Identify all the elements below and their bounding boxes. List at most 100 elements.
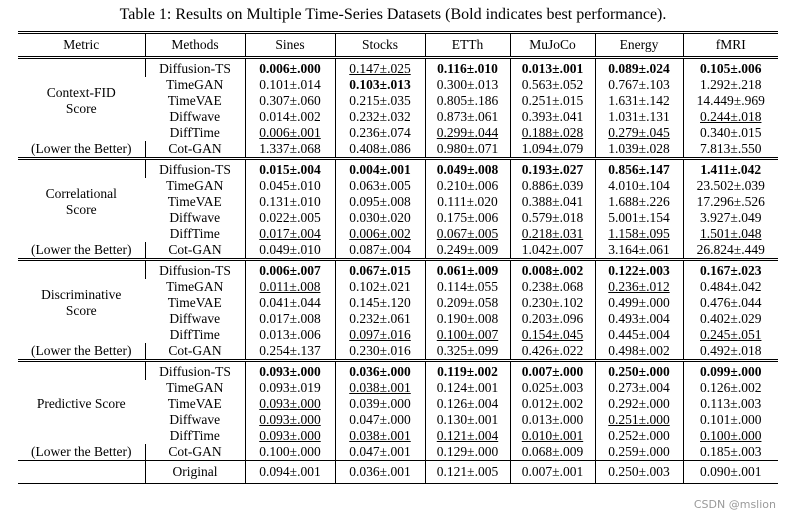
value-text: 0.236±.012 <box>608 279 670 294</box>
value-text: 0.006±.002 <box>349 226 411 241</box>
value-cell: 0.100±.000 <box>682 428 778 444</box>
value-text: 0.039±.000 <box>349 396 411 411</box>
value-cell: 0.856±.147 <box>594 157 683 178</box>
table-row: (Lower the Better) Cot-GAN 1.337±.068 0.408… <box>18 141 778 159</box>
value-text: 0.251±.000 <box>608 412 670 427</box>
value-cell: 0.126±.004 <box>424 396 510 412</box>
table-row: DiffTime 0.093±.000 0.038±.001 0.121±.004 0.… <box>18 428 778 444</box>
value-text: 3.927±.049 <box>700 210 762 225</box>
value-text: 1.501±.048 <box>700 226 762 241</box>
value-text: 0.113±.003 <box>700 396 762 411</box>
value-cell: 0.388±.041 <box>509 194 595 210</box>
value-cell: 1.501±.048 <box>682 226 778 242</box>
value-cell: 1.158±.095 <box>594 226 683 242</box>
value-cell: 0.408±.086 <box>334 141 425 159</box>
value-cell: 4.010±.104 <box>594 178 683 194</box>
value-text: 0.049±.010 <box>259 242 321 257</box>
value-cell: 0.215±.035 <box>334 93 425 109</box>
value-cell: 0.010±.001 <box>509 428 595 444</box>
value-cell: 0.047±.001 <box>334 444 425 461</box>
value-cell: 0.100±.007 <box>424 327 510 343</box>
table-row: Correlational Score Diffusion-TS 0.015±.00… <box>18 157 778 242</box>
method-cell: TimeGAN <box>166 380 224 395</box>
value-text: 0.805±.186 <box>436 93 499 108</box>
method-cell: TimeGAN <box>166 279 224 294</box>
value-text: 0.147±.025 <box>349 61 411 76</box>
value-text: 0.476±.044 <box>700 295 762 310</box>
value-text: 0.007±.001 <box>521 464 584 479</box>
value-cell: 0.093±.000 <box>244 428 335 444</box>
method-cell: DiffTime <box>169 327 220 342</box>
value-text: 0.013±.001 <box>521 61 584 76</box>
value-cell: 1.292±.218 <box>682 77 778 93</box>
value-cell: 0.426±.022 <box>509 343 595 361</box>
value-cell: 0.095±.008 <box>334 194 425 210</box>
value-cell: 0.238±.068 <box>509 279 595 295</box>
method-cell: TimeGAN <box>166 178 224 193</box>
value-cell: 0.579±.018 <box>509 210 595 226</box>
table-row: TimeVAE 0.093±.000 0.039±.000 0.126±.004 0.0… <box>18 396 778 412</box>
value-cell: 14.449±.969 <box>682 93 778 109</box>
value-cell: 0.210±.006 <box>424 178 510 194</box>
value-cell: 1.039±.028 <box>594 141 683 159</box>
value-cell: 0.007±.001 <box>509 460 595 484</box>
value-cell: 0.101±.014 <box>244 77 335 93</box>
value-text: 0.022±.005 <box>259 210 321 225</box>
table-row: TimeGAN 0.011±.008 0.102±.021 0.114±.055 0.2… <box>18 279 778 295</box>
value-cell: 0.101±.000 <box>682 412 778 428</box>
value-cell: 0.089±.024 <box>594 56 683 77</box>
value-text: 0.307±.060 <box>259 93 321 108</box>
value-text: 0.017±.004 <box>259 226 321 241</box>
value-text: 0.006±.007 <box>259 263 321 278</box>
value-cell: 0.061±.009 <box>424 258 510 279</box>
value-text: 0.232±.032 <box>349 109 411 124</box>
value-cell: 0.307±.060 <box>244 93 335 109</box>
value-text: 5.001±.154 <box>608 210 670 225</box>
table-body: Context-FID Score Diffusion-TS 0.006±.000 0… <box>18 56 778 484</box>
value-cell: 0.245±.051 <box>682 327 778 343</box>
value-cell: 0.218±.031 <box>509 226 595 242</box>
value-text: 0.013±.000 <box>521 412 584 427</box>
value-text: 0.121±.004 <box>436 428 499 443</box>
table-row: TimeGAN 0.093±.019 0.038±.001 0.124±.001 0.0… <box>18 380 778 396</box>
value-text: 0.013±.006 <box>259 327 321 342</box>
value-text: 0.492±.018 <box>700 343 762 358</box>
value-text: 0.010±.001 <box>521 428 584 443</box>
table-row: Predictive Score Diffusion-TS 0.093±.000 0.… <box>18 359 778 444</box>
value-text: 0.093±.019 <box>259 380 321 395</box>
value-cell: 0.299±.044 <box>424 125 510 141</box>
value-cell: 0.145±.120 <box>334 295 425 311</box>
value-cell: 0.124±.001 <box>424 380 510 396</box>
method-cell: TimeGAN <box>166 77 224 92</box>
value-text: 0.188±.028 <box>521 125 584 140</box>
value-text: 0.114±.055 <box>437 279 498 294</box>
value-cell: 0.251±.015 <box>509 93 595 109</box>
table-row: DiffTime 0.017±.004 0.006±.002 0.067±.005 0.… <box>18 226 778 242</box>
value-cell: 0.038±.001 <box>334 380 425 396</box>
value-cell: 1.337±.068 <box>244 141 335 159</box>
value-text: 0.100±.007 <box>436 327 499 342</box>
value-cell: 0.038±.001 <box>334 428 425 444</box>
table-row: Diffwave 0.093±.000 0.047±.000 0.130±.001 0.… <box>18 412 778 428</box>
value-text: 0.006±.000 <box>259 61 321 76</box>
value-cell: 0.292±.000 <box>594 396 683 412</box>
method-cell: Diffusion-TS <box>144 359 245 380</box>
metric-cell: Context-FID Score <box>18 56 145 141</box>
value-cell: 1.631±.142 <box>594 93 683 109</box>
table-row: Discriminative Score Diffusion-TS 0.006±.0… <box>18 258 778 343</box>
value-cell: 0.006±.000 <box>244 56 335 77</box>
value-cell: 0.015±.004 <box>244 157 335 178</box>
value-text: 0.393±.041 <box>521 109 584 124</box>
value-cell: 0.013±.006 <box>244 327 335 343</box>
method-cell: Cot-GAN <box>144 343 245 361</box>
value-text: 0.388±.041 <box>521 194 584 209</box>
value-text: 0.068±.009 <box>521 444 584 459</box>
value-cell: 1.042±.007 <box>509 242 595 260</box>
table-row: (Lower the Better) Cot-GAN 0.254±.137 0.230… <box>18 343 778 361</box>
value-cell: 0.011±.008 <box>244 279 335 295</box>
table-row: (Lower the Better) Cot-GAN 0.100±.000 0.047… <box>18 444 778 461</box>
value-cell: 0.493±.004 <box>594 311 683 327</box>
value-text: 0.025±.003 <box>521 380 584 395</box>
value-cell: 0.090±.001 <box>682 460 778 484</box>
